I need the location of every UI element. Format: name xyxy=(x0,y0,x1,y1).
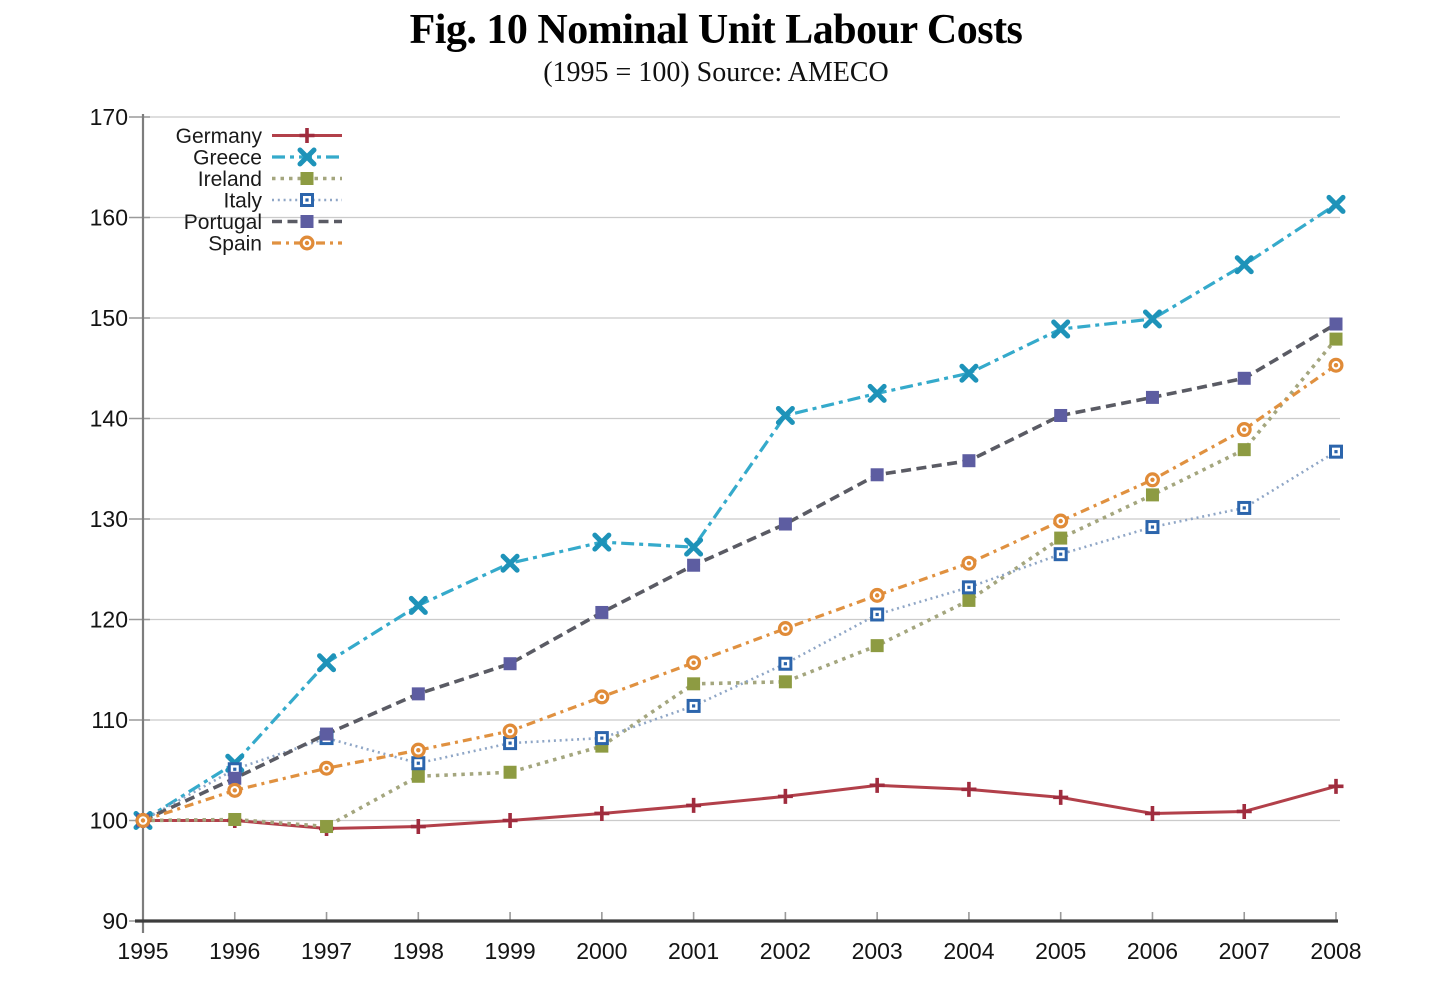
svg-text:1996: 1996 xyxy=(209,938,260,964)
svg-text:Spain: Spain xyxy=(208,233,262,256)
y-axis-labels: 90 100 110 120 130 140 150 160 170 xyxy=(90,104,128,934)
svg-text:170: 170 xyxy=(90,104,128,130)
series-greece-line xyxy=(142,203,1337,822)
svg-text:1999: 1999 xyxy=(484,938,535,964)
svg-text:160: 160 xyxy=(90,205,128,231)
svg-text:120: 120 xyxy=(90,607,128,633)
svg-text:140: 140 xyxy=(90,406,128,432)
x-axis-labels: 1995 1996 1997 1998 1999 2000 2001 2002 2003 2004… xyxy=(117,938,1361,964)
svg-text:2008: 2008 xyxy=(1310,938,1361,964)
gridlines xyxy=(143,116,1340,822)
svg-text:Portugal: Portugal xyxy=(184,211,262,234)
svg-text:1998: 1998 xyxy=(393,938,444,964)
svg-text:90: 90 xyxy=(102,908,128,934)
svg-text:Germany: Germany xyxy=(176,125,263,148)
svg-text:1995: 1995 xyxy=(117,938,168,964)
svg-text:100: 100 xyxy=(90,808,128,834)
chart-title: Fig. 10 Nominal Unit Labour Costs xyxy=(409,7,1023,53)
svg-text:130: 130 xyxy=(90,506,128,532)
series-portugal-line xyxy=(142,322,1337,823)
chart-subtitle: (1995 = 100) Source: AMECO xyxy=(543,57,889,88)
svg-text:2007: 2007 xyxy=(1219,938,1270,964)
svg-text:1997: 1997 xyxy=(301,938,352,964)
svg-text:150: 150 xyxy=(90,305,128,331)
svg-text:110: 110 xyxy=(91,707,128,733)
axes xyxy=(135,114,1338,933)
series-portugal-markers xyxy=(136,317,1343,827)
svg-text:2002: 2002 xyxy=(760,938,811,964)
svg-text:2005: 2005 xyxy=(1035,938,1086,964)
series-ireland-line xyxy=(142,337,1338,829)
svg-text:2006: 2006 xyxy=(1127,938,1178,964)
series-spain-line xyxy=(142,363,1337,823)
svg-text:2001: 2001 xyxy=(668,938,719,964)
svg-text:2004: 2004 xyxy=(943,938,994,964)
svg-text:2003: 2003 xyxy=(852,938,903,964)
svg-text:Greece: Greece xyxy=(193,147,262,170)
svg-text:2000: 2000 xyxy=(576,938,627,964)
svg-text:Ireland: Ireland xyxy=(198,168,262,191)
series-ireland-markers xyxy=(136,332,1343,834)
svg-text:Italy: Italy xyxy=(223,190,262,213)
series-spain-markers xyxy=(135,357,1344,828)
series-greece-markers xyxy=(133,194,1346,830)
series-germany-line xyxy=(143,783,1337,831)
